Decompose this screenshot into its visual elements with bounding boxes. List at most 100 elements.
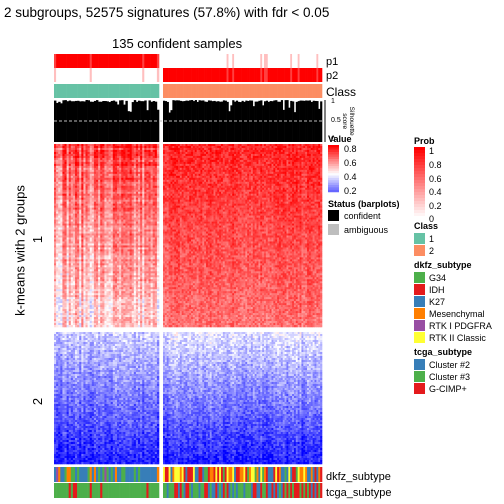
heatmap-cell — [313, 170, 315, 172]
heatmap-cell — [81, 168, 83, 170]
heatmap-cell — [279, 200, 281, 202]
heatmap-cell — [92, 208, 94, 210]
heatmap-cell — [86, 194, 88, 196]
heatmap-cell — [279, 184, 281, 186]
heatmap-cell — [151, 162, 153, 164]
heatmap-cell — [311, 194, 313, 196]
heatmap-cell — [245, 168, 247, 170]
heatmap-cell — [236, 204, 238, 206]
heatmap-cell — [155, 158, 157, 160]
heatmap-cell — [54, 146, 56, 148]
heatmap-cell — [170, 148, 172, 150]
p1-cell — [140, 54, 142, 68]
heatmap-cell — [176, 192, 178, 194]
heatmap-cell — [102, 194, 104, 196]
heatmap-cell — [202, 202, 204, 204]
heatmap-cell — [294, 202, 296, 204]
heatmap-cell — [232, 168, 234, 170]
heatmap-cell — [303, 158, 305, 160]
heatmap-cell — [242, 188, 244, 190]
heatmap-cell — [208, 186, 210, 188]
heatmap-cell — [227, 194, 229, 196]
heatmap-cell — [260, 170, 262, 172]
heatmap-cell — [157, 158, 159, 160]
heatmap-cell — [140, 204, 142, 206]
heatmap-cell — [115, 144, 117, 146]
heatmap-cell — [223, 174, 225, 176]
heatmap-cell — [189, 192, 191, 194]
heatmap-cell — [146, 144, 148, 146]
heatmap-cell — [292, 174, 294, 176]
heatmap-cell — [189, 202, 191, 204]
silhouette-barplot — [54, 100, 325, 142]
heatmap-cell — [176, 200, 178, 202]
heatmap-cell — [119, 192, 121, 194]
p1-cell — [128, 54, 130, 68]
class-cell — [67, 84, 69, 98]
heatmap-cell — [257, 166, 259, 168]
heatmap-cell — [258, 200, 260, 202]
heatmap-cell — [204, 206, 206, 208]
heatmap-cell — [219, 202, 221, 204]
heatmap-cell — [296, 208, 298, 210]
heatmap-cell — [109, 184, 111, 186]
heatmap-cell — [266, 156, 268, 158]
heatmap-cell — [195, 158, 197, 160]
heatmap-cell — [136, 208, 138, 210]
heatmap-cell — [119, 190, 121, 192]
heatmap-cell — [174, 192, 176, 194]
heatmap-cell — [255, 184, 257, 186]
heatmap-cell — [119, 204, 121, 206]
heatmap-cell — [258, 164, 260, 166]
heatmap-cell — [286, 184, 288, 186]
heatmap-cell — [58, 146, 60, 148]
heatmap-cell — [290, 190, 292, 192]
heatmap-cell — [242, 206, 244, 208]
heatmap-cell — [298, 202, 300, 204]
heatmap-cell — [197, 188, 199, 190]
heatmap-cell — [273, 174, 275, 176]
heatmap-cell — [169, 190, 171, 192]
heatmap-cell — [309, 176, 311, 178]
heatmap-cell — [100, 178, 102, 180]
heatmap-cell — [121, 176, 123, 178]
heatmap-cell — [315, 178, 317, 180]
heatmap-cell — [316, 192, 318, 194]
heatmap-cell — [130, 168, 132, 170]
heatmap-cell — [119, 170, 121, 172]
heatmap-cell — [90, 160, 92, 162]
heatmap-cell — [283, 178, 285, 180]
heatmap-cell — [96, 166, 98, 168]
heatmap-cell — [283, 156, 285, 158]
heatmap-cell — [191, 178, 193, 180]
heatmap-cell — [277, 150, 279, 152]
heatmap-cell — [60, 166, 62, 168]
heatmap-cell — [119, 168, 121, 170]
heatmap-cell — [132, 168, 134, 170]
heatmap-cell — [264, 162, 266, 164]
heatmap-cell — [157, 182, 159, 184]
heatmap-cell — [187, 196, 189, 198]
p1-cell — [221, 54, 223, 68]
heatmap-cell — [286, 208, 288, 210]
heatmap-cell — [184, 196, 186, 198]
heatmap-cell — [305, 144, 307, 146]
p2-cell — [113, 68, 115, 82]
heatmap-cell — [221, 158, 223, 160]
heatmap-cell — [151, 188, 153, 190]
heatmap-cell — [163, 186, 165, 188]
heatmap-cell — [202, 160, 204, 162]
heatmap-cell — [180, 160, 182, 162]
heatmap-cell — [288, 182, 290, 184]
class-cell — [115, 84, 117, 98]
heatmap-cell — [294, 208, 296, 210]
heatmap-cell — [67, 158, 69, 160]
class-cell — [290, 84, 292, 98]
heatmap-cell — [285, 172, 287, 174]
p2-cell — [128, 68, 130, 82]
class-cell — [316, 84, 318, 98]
heatmap-cell — [81, 148, 83, 150]
heatmap-cell — [303, 172, 305, 174]
heatmap-cell — [69, 204, 71, 206]
heatmap-cell — [320, 188, 322, 190]
